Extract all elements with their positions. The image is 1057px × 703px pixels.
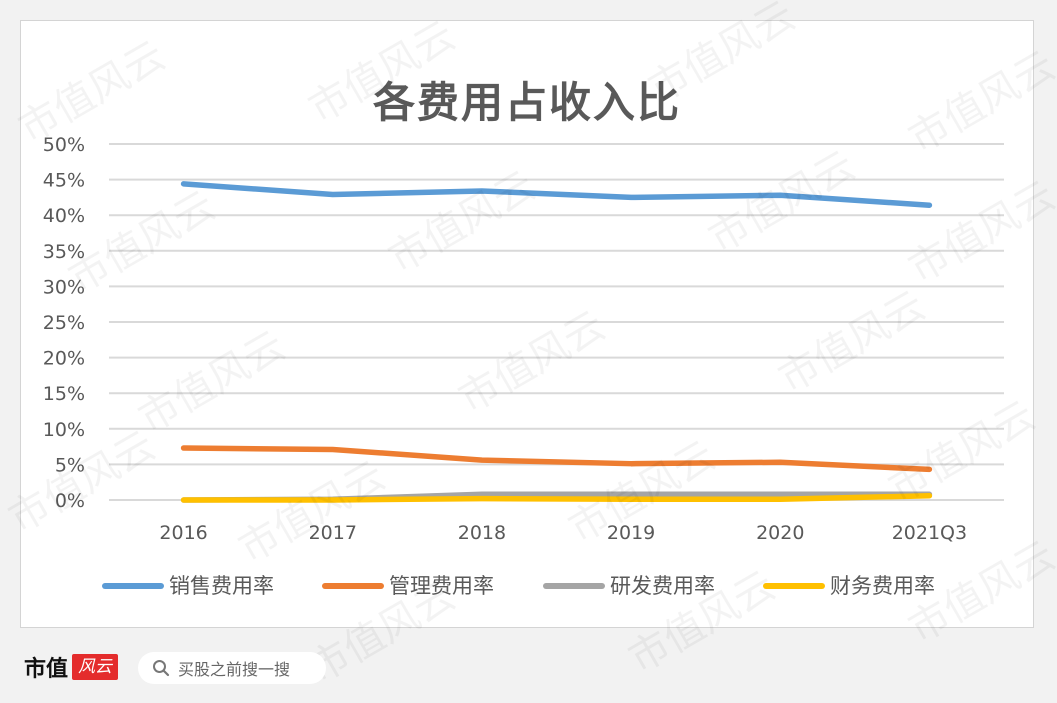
search-placeholder: 买股之前搜一搜 (178, 660, 291, 679)
brand-name: 市值 (24, 657, 69, 682)
x-tick-label: 2016 (159, 522, 207, 544)
legend-label: 财务费用率 (830, 574, 935, 598)
y-tick-label: 40% (43, 205, 85, 227)
legend: 销售费用率 管理费用率 研发费用率 财务费用率 (102, 574, 935, 598)
y-tick-label: 0% (55, 490, 85, 512)
x-tick-label: 2018 (458, 522, 506, 544)
y-tick-label: 25% (43, 312, 85, 334)
legend-item-1: 管理费用率 (322, 574, 494, 598)
series-line-1 (180, 445, 933, 473)
x-tick-label: 2019 (607, 522, 655, 544)
brand-badge: 风云 (72, 654, 119, 680)
y-tick-label: 10% (43, 419, 85, 441)
brand-logo[interactable]: 市值 风云 (24, 652, 119, 682)
series-line-0 (180, 181, 933, 208)
series-lines (180, 181, 933, 503)
legend-label: 研发费用率 (610, 574, 715, 598)
y-axis-ticks: 0% 5% 10% 15% 20% 25% 30% 35% 40% 45% 50% (43, 134, 85, 512)
y-tick-label: 50% (43, 134, 85, 156)
footer: 市值 风云 买股之前搜一搜 (0, 628, 1057, 703)
x-tick-label: 2020 (756, 522, 804, 544)
search-box[interactable]: 买股之前搜一搜 (138, 652, 326, 684)
series-line-3 (180, 492, 933, 503)
x-axis-ticks: 2016 2017 2018 2019 2020 2021Q3 (159, 522, 967, 544)
y-tick-label: 35% (43, 241, 85, 263)
chart-card: 各费用占收入比 0% 5% 10% 15% 20% 25% 30% 35% 40% 45% 50% … (20, 20, 1034, 628)
y-tick-label: 30% (43, 276, 85, 298)
legend-item-0: 销售费用率 (102, 574, 274, 598)
x-tick-label: 2017 (309, 522, 357, 544)
legend-item-2: 研发费用率 (543, 574, 715, 598)
y-tick-label: 20% (43, 348, 85, 370)
legend-label: 管理费用率 (389, 574, 494, 598)
y-tick-label: 45% (43, 170, 85, 192)
legend-label: 销售费用率 (169, 574, 274, 598)
y-tick-label: 15% (43, 383, 85, 405)
chart-title: 各费用占收入比 (372, 78, 681, 127)
legend-item-3: 财务费用率 (763, 574, 935, 598)
x-tick-label: 2021Q3 (892, 522, 967, 544)
search-icon (153, 660, 170, 677)
line-chart: 0% 5% 10% 15% 20% 25% 30% 35% 40% 45% 50% 2016 2017… (43, 134, 1004, 598)
y-tick-label: 5% (55, 454, 85, 476)
